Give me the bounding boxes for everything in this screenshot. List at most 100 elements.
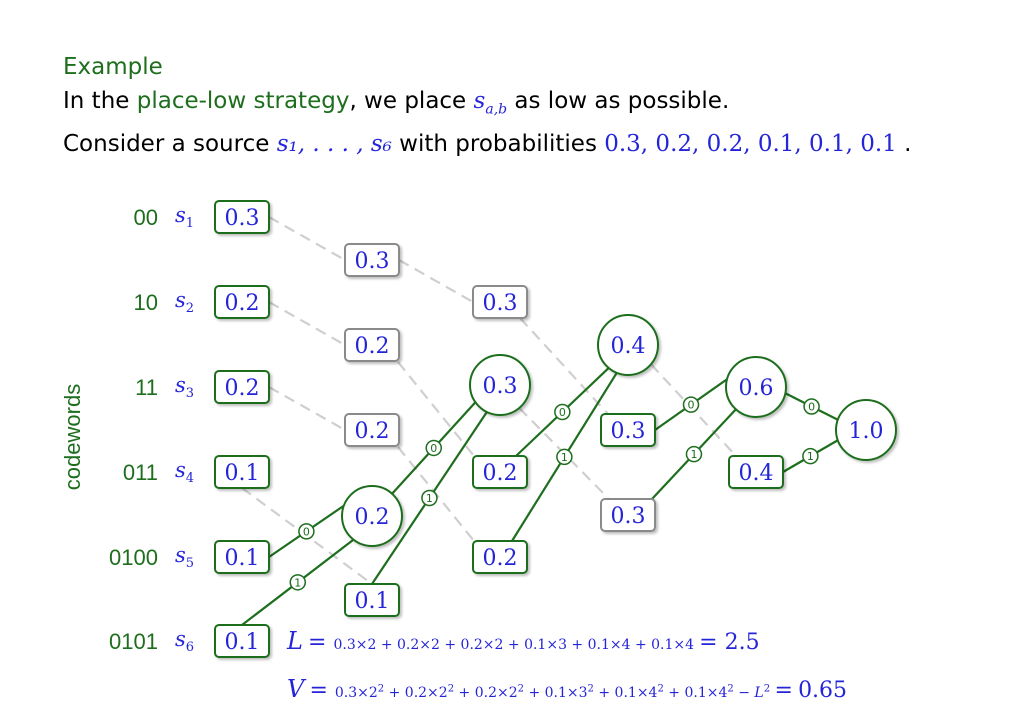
stage1-box-4: 0.1: [344, 583, 400, 617]
edge-stage2box3-merge3-bit: 1: [561, 451, 568, 464]
formula-V-lhs: V: [287, 675, 305, 703]
codewords-axis-label: codewords: [60, 384, 85, 490]
root-node-value: 1.0: [849, 419, 884, 444]
probabilities-list: 0.3, 0.2, 0.2, 0.1, 0.1, 0.1: [604, 130, 897, 157]
edge-stage3box2-merge4-label: 1: [685, 445, 703, 463]
stage3-box-1-value: 0.3: [611, 419, 646, 444]
merge-node-2-value: 0.3: [483, 374, 518, 399]
stage3-box-2: 0.3: [600, 498, 656, 532]
leaf-box-6-value: 0.1: [225, 630, 260, 655]
edge-s6-merge1-label: 1: [289, 574, 307, 591]
symbol-name-3: s3: [175, 373, 194, 401]
merge-node-1-value: 0.2: [355, 505, 390, 530]
edge-stage2box3-merge3-label: 1: [556, 448, 573, 466]
symbol-name-2: s2: [175, 288, 194, 316]
dash-s3-1: [519, 317, 609, 415]
stage1-box-3-value: 0.2: [355, 419, 390, 444]
stage2-box-1: 0.3: [472, 285, 528, 319]
symbol-name-6: s6: [175, 627, 194, 655]
leaf-box-5-value: 0.1: [225, 546, 260, 571]
dash-s1-1: [268, 216, 346, 261]
leaf-box-6: 0.1: [214, 624, 270, 658]
root-node: 1.0: [835, 399, 897, 461]
stage1-box-2-value: 0.2: [355, 334, 390, 359]
stage1-box-4-value: 0.1: [355, 589, 390, 614]
leaf-box-3-value: 0.2: [225, 376, 260, 401]
symbol-name-5: s5: [175, 543, 194, 571]
variance-formula: V = 0.3×22 + 0.2×22 + 0.2×22 + 0.1×32 + …: [287, 675, 848, 703]
merge-node-2: 0.3: [469, 354, 531, 416]
line1-suffix: as low as possible.: [507, 88, 730, 114]
stage2-box-2-value: 0.2: [483, 461, 518, 486]
stage1-box-1: 0.3: [344, 243, 400, 277]
stage3-box-2-value: 0.3: [611, 504, 646, 529]
symbol-name-1: s1: [175, 203, 194, 231]
line1-middle: , we place: [349, 88, 474, 114]
leaf-box-1-value: 0.3: [225, 206, 260, 231]
source-symbols: s₁, . . . , s₆: [276, 130, 392, 157]
edge-stage2box2-merge3-label: 0: [554, 403, 571, 421]
leaf-box-4-value: 0.1: [225, 461, 260, 486]
stage2-box-3: 0.2: [472, 540, 528, 574]
leaf-box-2-value: 0.2: [225, 291, 260, 316]
line2-prefix: Consider a source: [63, 130, 277, 157]
example-title: Example: [63, 54, 163, 80]
stage1-box-2: 0.2: [344, 328, 400, 362]
strategy-sentence: In the place-low strategy, we place sa,b…: [63, 84, 1013, 127]
edge-stage2box2-merge3-bit: 0: [559, 406, 566, 419]
merge-node-4-value: 0.6: [739, 376, 774, 401]
edge-merge1-merge2-label: 0: [425, 439, 442, 457]
edge-stage1box4-merge2-bit: 1: [426, 492, 433, 505]
merge-node-3: 0.4: [597, 314, 659, 376]
edge-stage3box1-merge4-label: 0: [682, 396, 700, 413]
source-sentence: Consider a source s₁, . . . , s₆ with pr…: [63, 127, 1013, 161]
formula-V-result: 0.65: [798, 678, 848, 703]
leaf-box-4: 0.1: [214, 455, 270, 489]
stage1-box-1-value: 0.3: [355, 249, 390, 274]
leaf-box-3: 0.2: [214, 370, 270, 404]
symbol-name-4: s4: [175, 458, 194, 486]
symbol-sab: sa,b: [473, 88, 508, 118]
stage3-box-1: 0.3: [600, 413, 656, 447]
edge-merge4-root-bit: 0: [808, 400, 815, 413]
line2-suffix: .: [896, 130, 912, 157]
stage2-box-3-value: 0.2: [483, 546, 518, 571]
leaf-box-5: 0.1: [214, 540, 270, 574]
line1-prefix: In the: [63, 88, 137, 114]
stage2-box-1-value: 0.3: [483, 291, 518, 316]
edge-stage1box4-merge2-label: 1: [421, 489, 438, 507]
stage4-box-1-value: 0.4: [739, 461, 774, 486]
codeword-6: 0101: [109, 629, 158, 654]
average-length-formula: L = 0.3×2 + 0.2×2 + 0.2×2 + 0.1×3 + 0.1×…: [287, 627, 760, 655]
codeword-4: 011: [123, 460, 158, 485]
dash-s1-3: [268, 386, 346, 431]
merge-node-4: 0.6: [725, 356, 787, 418]
edge-merge4-root-label: 0: [803, 398, 820, 415]
stage1-box-3: 0.2: [344, 413, 400, 447]
edge-stage3box2-merge4-bit: 1: [690, 448, 697, 461]
codeword-5: 0100: [109, 545, 158, 570]
formula-L-result: 2.5: [724, 630, 760, 655]
codeword-1: 00: [134, 205, 158, 230]
stage4-box-1: 0.4: [728, 455, 784, 489]
codeword-3: 11: [135, 375, 158, 400]
leaf-box-2: 0.2: [214, 285, 270, 319]
edge-stage4box1-root-label: 1: [802, 447, 819, 465]
example-header: Example In the place-low strategy, we pl…: [63, 50, 1013, 161]
dash-s2-2: [397, 361, 475, 457]
edge-stage4box1-root-bit: 1: [807, 450, 814, 463]
edge-s5-merge1-label: 0: [298, 523, 315, 540]
formula-V-terms: 0.3×22 + 0.2×22 + 0.2×22 + 0.1×32 + 0.1×…: [334, 683, 771, 701]
merge-node-1: 0.2: [341, 485, 403, 547]
merge-node-3-value: 0.4: [611, 334, 646, 359]
formula-L-terms: 0.3×2 + 0.2×2 + 0.2×2 + 0.1×3 + 0.1×4 + …: [333, 637, 695, 653]
line2-middle: with probabilities: [391, 130, 605, 157]
leaf-box-1: 0.3: [214, 200, 270, 234]
edge-s6-merge1-bit: 1: [294, 576, 301, 589]
codeword-2: 10: [134, 290, 158, 315]
dash-s1-2: [268, 301, 346, 346]
stage2-box-2: 0.2: [472, 455, 528, 489]
formula-L-lhs: L: [287, 627, 303, 655]
strategy-name: place-low strategy: [136, 88, 350, 114]
